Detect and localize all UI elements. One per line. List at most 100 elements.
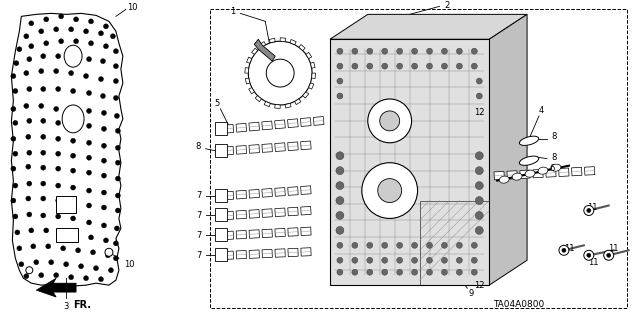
Circle shape (84, 29, 88, 34)
Polygon shape (249, 87, 255, 94)
Circle shape (70, 216, 76, 221)
Circle shape (471, 257, 477, 263)
Circle shape (442, 48, 447, 54)
Circle shape (607, 253, 611, 257)
Circle shape (352, 257, 358, 263)
Bar (56, 196, 76, 213)
Ellipse shape (62, 105, 84, 133)
Ellipse shape (551, 164, 561, 171)
Polygon shape (236, 211, 246, 219)
Text: 8: 8 (551, 153, 557, 162)
Circle shape (86, 170, 92, 175)
Circle shape (17, 246, 22, 251)
Circle shape (61, 246, 66, 251)
Circle shape (59, 14, 63, 19)
Circle shape (74, 17, 79, 22)
Polygon shape (12, 13, 123, 286)
Polygon shape (262, 189, 273, 197)
Circle shape (17, 47, 22, 52)
Text: 4: 4 (538, 107, 543, 115)
Circle shape (41, 165, 45, 170)
Ellipse shape (538, 167, 548, 174)
Circle shape (86, 203, 92, 208)
Circle shape (56, 120, 61, 125)
Circle shape (584, 250, 594, 260)
Circle shape (471, 269, 477, 275)
Circle shape (26, 267, 33, 274)
Polygon shape (299, 45, 305, 51)
Circle shape (56, 166, 61, 171)
Circle shape (59, 39, 63, 44)
Text: 11: 11 (589, 258, 599, 267)
Circle shape (102, 223, 106, 228)
Polygon shape (275, 120, 285, 129)
Circle shape (476, 182, 483, 189)
Polygon shape (301, 141, 311, 150)
Circle shape (113, 78, 118, 84)
Polygon shape (275, 208, 285, 217)
Polygon shape (275, 105, 280, 108)
Circle shape (39, 273, 44, 278)
Circle shape (13, 183, 18, 188)
Circle shape (337, 269, 343, 275)
Polygon shape (249, 189, 259, 198)
Text: 12: 12 (474, 281, 484, 290)
Polygon shape (262, 121, 273, 130)
Polygon shape (223, 191, 234, 200)
Circle shape (44, 17, 49, 22)
Circle shape (56, 54, 61, 59)
Polygon shape (275, 228, 285, 237)
Circle shape (56, 86, 61, 92)
Text: 12: 12 (474, 108, 484, 117)
Circle shape (380, 111, 399, 131)
Circle shape (562, 248, 566, 252)
Circle shape (412, 257, 417, 263)
Circle shape (336, 167, 344, 174)
Circle shape (337, 93, 343, 99)
Bar (211, 9, 627, 308)
Circle shape (70, 185, 76, 190)
Circle shape (108, 268, 113, 273)
Text: FR.: FR. (73, 300, 91, 310)
Polygon shape (584, 167, 595, 175)
Circle shape (86, 220, 92, 225)
Circle shape (352, 269, 358, 275)
Circle shape (56, 198, 61, 203)
Polygon shape (252, 48, 258, 54)
Circle shape (381, 242, 388, 248)
Circle shape (14, 61, 19, 66)
Polygon shape (520, 170, 530, 179)
Polygon shape (314, 116, 324, 125)
Text: 6: 6 (549, 164, 555, 173)
Circle shape (70, 200, 76, 205)
Circle shape (115, 128, 120, 133)
Circle shape (113, 64, 118, 69)
Circle shape (412, 269, 417, 275)
Polygon shape (223, 231, 234, 240)
Circle shape (19, 262, 24, 267)
Circle shape (337, 63, 343, 69)
Circle shape (442, 269, 447, 275)
Polygon shape (310, 62, 315, 68)
Text: 8: 8 (551, 132, 557, 141)
Circle shape (13, 89, 18, 93)
Circle shape (86, 108, 92, 114)
Circle shape (26, 134, 31, 139)
Circle shape (352, 242, 358, 248)
Text: 10: 10 (124, 260, 134, 269)
Polygon shape (259, 41, 266, 47)
Polygon shape (559, 168, 569, 176)
Circle shape (13, 120, 18, 125)
Polygon shape (255, 96, 262, 102)
Text: 8: 8 (196, 142, 201, 151)
Circle shape (41, 213, 45, 218)
Bar (216, 144, 227, 157)
Circle shape (362, 163, 417, 219)
Circle shape (84, 276, 88, 281)
Text: 9: 9 (468, 289, 474, 298)
Circle shape (90, 250, 95, 255)
Circle shape (11, 74, 16, 78)
Circle shape (27, 57, 32, 62)
Circle shape (397, 63, 403, 69)
Polygon shape (236, 250, 246, 259)
